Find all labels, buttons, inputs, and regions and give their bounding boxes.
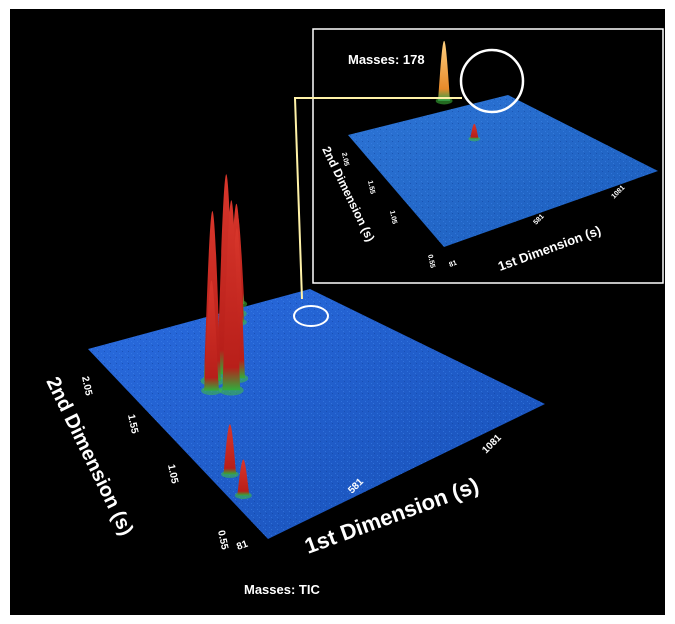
- callout-connector: [293, 97, 462, 300]
- main-y-tick-1.55: 1.55: [125, 413, 140, 435]
- inset-x-tick-81: 81: [448, 260, 458, 269]
- inset-peak: [470, 123, 479, 139]
- main-y-axis-title: 2nd Dimension (s): [42, 374, 138, 539]
- chart-frame: 2.05 1.55 1.05 0.55 81 581 1081 2nd Dime…: [10, 9, 665, 615]
- inset-y-tick-0.55: 0.55: [426, 254, 436, 269]
- main-peak: [222, 200, 241, 391]
- inset-plot-label: Masses: 178: [348, 52, 425, 67]
- inset-plot-plane-texture: [348, 95, 658, 247]
- main-peak: [237, 459, 250, 496]
- inset-peak: [438, 40, 451, 101]
- inset-highlight-circle: [459, 48, 525, 114]
- inset-plot-peaks: [435, 40, 481, 142]
- zoom-region-marker: [293, 305, 329, 327]
- chart-scene: 2.05 1.55 1.05 0.55 81 581 1081 2nd Dime…: [42, 28, 664, 597]
- inset-y-tick-2.05: 2.05: [340, 152, 350, 167]
- main-plot-peaks: [200, 174, 252, 500]
- main-x-tick-1081: 1081: [480, 432, 504, 456]
- main-peak: [204, 280, 219, 391]
- main-y-tick-2.05: 2.05: [79, 375, 94, 397]
- main-plot-label: Masses: TIC: [244, 582, 320, 597]
- main-y-tick-0.55: 0.55: [215, 529, 230, 551]
- main-peak: [223, 424, 237, 475]
- main-x-tick-81: 81: [235, 539, 250, 553]
- inset-plot: 2.05 1.55 1.05 0.55 81 581 1081 2nd Dime…: [293, 28, 664, 300]
- main-plot-plane-texture: [88, 289, 545, 539]
- inset-y-tick-1.55: 1.55: [366, 180, 376, 195]
- main-plot: 2.05 1.55 1.05 0.55 81 581 1081 2nd Dime…: [42, 174, 545, 597]
- main-y-tick-1.05: 1.05: [165, 463, 180, 485]
- inset-y-tick-1.05: 1.05: [388, 210, 398, 225]
